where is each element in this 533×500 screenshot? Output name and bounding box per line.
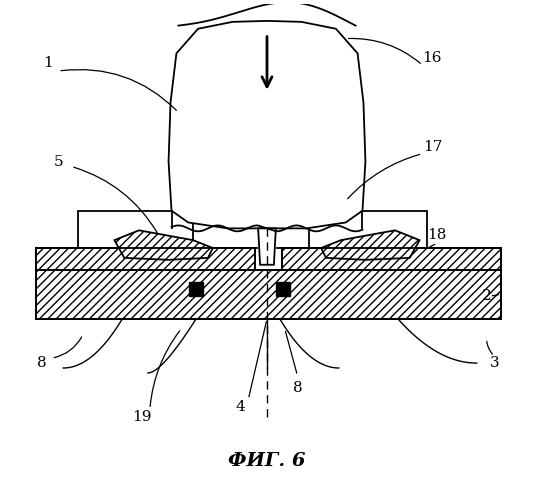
Text: 17: 17 xyxy=(423,140,442,154)
Text: 8: 8 xyxy=(37,356,46,370)
Bar xyxy=(276,282,289,296)
Text: 18: 18 xyxy=(427,228,447,242)
Text: 3: 3 xyxy=(490,356,499,370)
Polygon shape xyxy=(258,228,276,265)
Text: ФИГ. 6: ФИГ. 6 xyxy=(228,452,306,470)
Polygon shape xyxy=(115,230,213,260)
Bar xyxy=(189,282,203,296)
Polygon shape xyxy=(36,248,255,270)
Text: 4: 4 xyxy=(236,400,245,414)
Polygon shape xyxy=(78,210,193,248)
Text: 5: 5 xyxy=(53,154,63,168)
Polygon shape xyxy=(282,248,501,270)
Text: 19: 19 xyxy=(132,410,152,424)
Text: 16: 16 xyxy=(423,52,442,65)
Polygon shape xyxy=(309,210,427,248)
Text: 8: 8 xyxy=(293,380,302,394)
Polygon shape xyxy=(36,270,501,319)
Text: 1: 1 xyxy=(44,56,53,70)
Text: 2: 2 xyxy=(482,289,491,303)
Polygon shape xyxy=(168,21,366,229)
Polygon shape xyxy=(321,230,419,260)
